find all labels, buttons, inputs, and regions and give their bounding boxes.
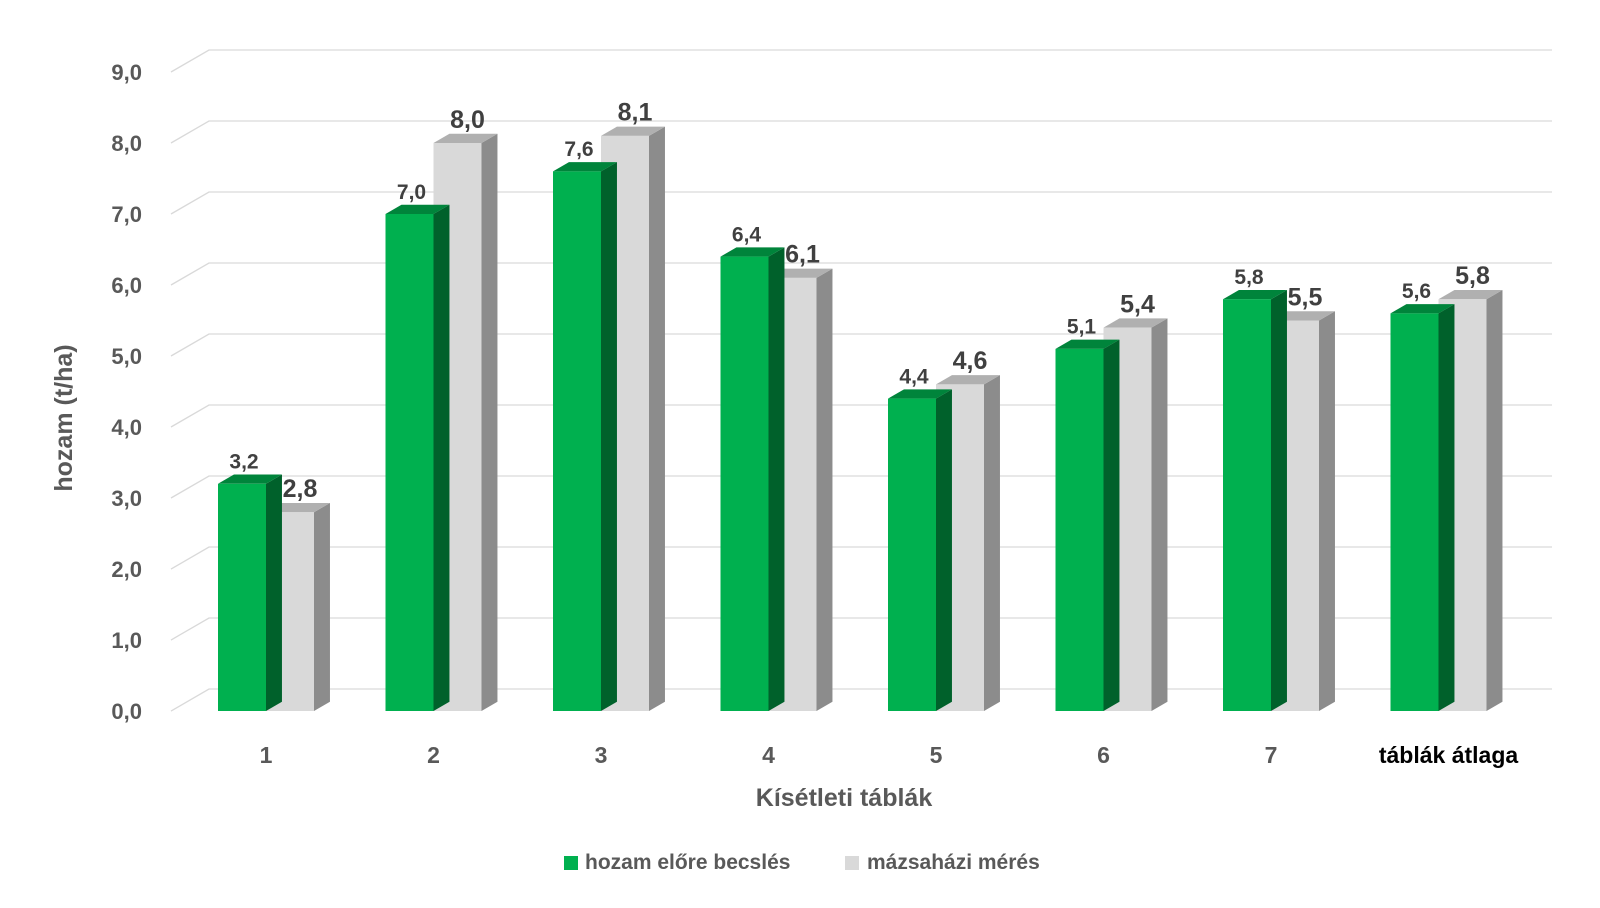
- bar-series-1: [218, 483, 266, 711]
- x-axis-title: Kísétleti táblák: [756, 784, 933, 812]
- bar-side-series-2: [1486, 289, 1503, 711]
- legend-swatch-series-1: [564, 856, 578, 870]
- x-tick-label: 4: [762, 742, 775, 768]
- legend: hozam előre becslés mázsaházi mérés: [564, 851, 1040, 874]
- data-label-series-1: 7,0: [397, 181, 426, 204]
- bar-top-series-1: [1390, 304, 1455, 314]
- y-tick-label: 3,0: [111, 486, 142, 511]
- gridline: [170, 333, 1552, 357]
- bar-side-series-1: [1271, 289, 1287, 711]
- bar-side-series-2: [649, 126, 665, 711]
- data-labels: 2,8 3,2 8,0 7,0 8,1 7,6 6,1 6,4 4,6 4,4 5,4 5,1 5,5 5…: [229, 99, 1490, 503]
- bar-top-series-2: [433, 133, 498, 143]
- y-tick-label: 9,0: [111, 60, 142, 85]
- legend-label-series-1: hozam előre becslés: [585, 851, 790, 874]
- bar-top-series-1: [888, 389, 952, 399]
- x-tick-label: 2: [427, 742, 440, 768]
- bar-top-series-1: [218, 474, 282, 484]
- bar-series-1: [1223, 299, 1271, 711]
- data-label-series-2: 6,1: [785, 241, 820, 269]
- bar-side-series-1: [1103, 339, 1120, 711]
- x-tick-label: 1: [260, 742, 273, 768]
- bar-side-series-1: [1438, 304, 1455, 711]
- gridline: [170, 120, 1552, 144]
- bar-series-1: [720, 256, 769, 711]
- bar-side-series-1: [266, 474, 282, 711]
- y-axis-title: hozam (t/ha): [50, 344, 78, 491]
- bar-top-series-2: [1438, 289, 1503, 300]
- bar-side-series-2: [314, 502, 330, 711]
- y-tick-label: 6,0: [111, 273, 142, 298]
- gridline: [170, 617, 1552, 641]
- data-label-series-1: 6,4: [732, 223, 762, 246]
- gridline: [170, 49, 1552, 73]
- y-tick-label: 7,0: [111, 202, 142, 227]
- bar-series-1: [888, 398, 936, 711]
- legend-swatch-series-2: [845, 856, 859, 870]
- data-label-series-2: 4,6: [953, 347, 988, 375]
- x-tick-label: 7: [1265, 742, 1278, 768]
- bar-side-series-2: [481, 133, 498, 711]
- gridlines: [170, 49, 1552, 712]
- gridline: [170, 262, 1552, 286]
- data-label-series-2: 8,0: [450, 106, 485, 134]
- bar-side-series-2: [1319, 311, 1335, 711]
- y-tick-label: 0,0: [111, 699, 142, 724]
- x-tick-label: 6: [1097, 742, 1110, 768]
- bar-side-series-2: [816, 268, 833, 711]
- bar-top-series-2: [266, 502, 330, 513]
- y-tick-label: 4,0: [111, 415, 142, 440]
- x-tick-label: 5: [930, 742, 943, 768]
- bar-top-series-1: [385, 204, 450, 214]
- bar-side-series-2: [1151, 318, 1168, 711]
- bar-top-series-1: [553, 162, 617, 172]
- data-label-series-1: 5,1: [1067, 316, 1097, 339]
- x-axis-ticks: 1 2 3 4 5 6 7 táblák átlaga: [260, 742, 1519, 768]
- bar-series-1: [1055, 348, 1104, 711]
- x-tick-label: táblák átlaga: [1379, 742, 1519, 768]
- y-tick-label: 5,0: [111, 344, 142, 369]
- data-label-series-2: 5,8: [1455, 262, 1490, 290]
- data-label-series-1: 5,6: [1402, 280, 1431, 303]
- bar-top-series-2: [1271, 311, 1335, 321]
- bar-series-1: [553, 171, 601, 711]
- bars: [218, 126, 1503, 712]
- gridline: [170, 404, 1552, 428]
- gridline: [170, 546, 1552, 570]
- y-axis-ticks: 0,0 1,0 2,0 3,0 4,0 5,0 6,0 7,0 8,0 9,0: [111, 60, 142, 724]
- data-label-series-1: 7,6: [564, 138, 593, 161]
- data-label-series-2: 2,8: [283, 475, 318, 503]
- bar-top-series-2: [936, 375, 1000, 385]
- bar-series-1: [1390, 313, 1439, 711]
- gridline: [170, 191, 1552, 215]
- data-label-series-2: 5,5: [1288, 283, 1323, 311]
- bar-side-series-1: [601, 162, 617, 711]
- bar-side-series-1: [433, 204, 450, 711]
- bar-top-series-2: [601, 126, 665, 136]
- x-tick-label: 3: [595, 742, 608, 768]
- bar-top-series-1: [1055, 339, 1120, 349]
- data-label-series-2: 5,4: [1120, 290, 1155, 318]
- bar-top-series-2: [1103, 318, 1168, 328]
- bar-series-1: [385, 214, 434, 711]
- bar-side-series-1: [936, 389, 952, 711]
- y-tick-label: 1,0: [111, 628, 142, 653]
- y-tick-label: 2,0: [111, 557, 142, 582]
- y-tick-label: 8,0: [111, 131, 142, 156]
- data-label-series-1: 5,8: [1234, 266, 1264, 289]
- data-label-series-1: 3,2: [229, 451, 258, 474]
- data-label-series-1: 4,4: [899, 365, 929, 388]
- bar-side-series-1: [768, 247, 785, 712]
- gridline: [170, 688, 1552, 712]
- data-label-series-2: 8,1: [618, 99, 653, 127]
- bar-top-series-1: [720, 247, 785, 257]
- bar-top-series-2: [768, 268, 833, 278]
- legend-label-series-2: mázsaházi mérés: [867, 851, 1040, 874]
- gridline: [170, 475, 1552, 499]
- bar-top-series-1: [1223, 289, 1287, 300]
- bar-side-series-2: [984, 375, 1000, 711]
